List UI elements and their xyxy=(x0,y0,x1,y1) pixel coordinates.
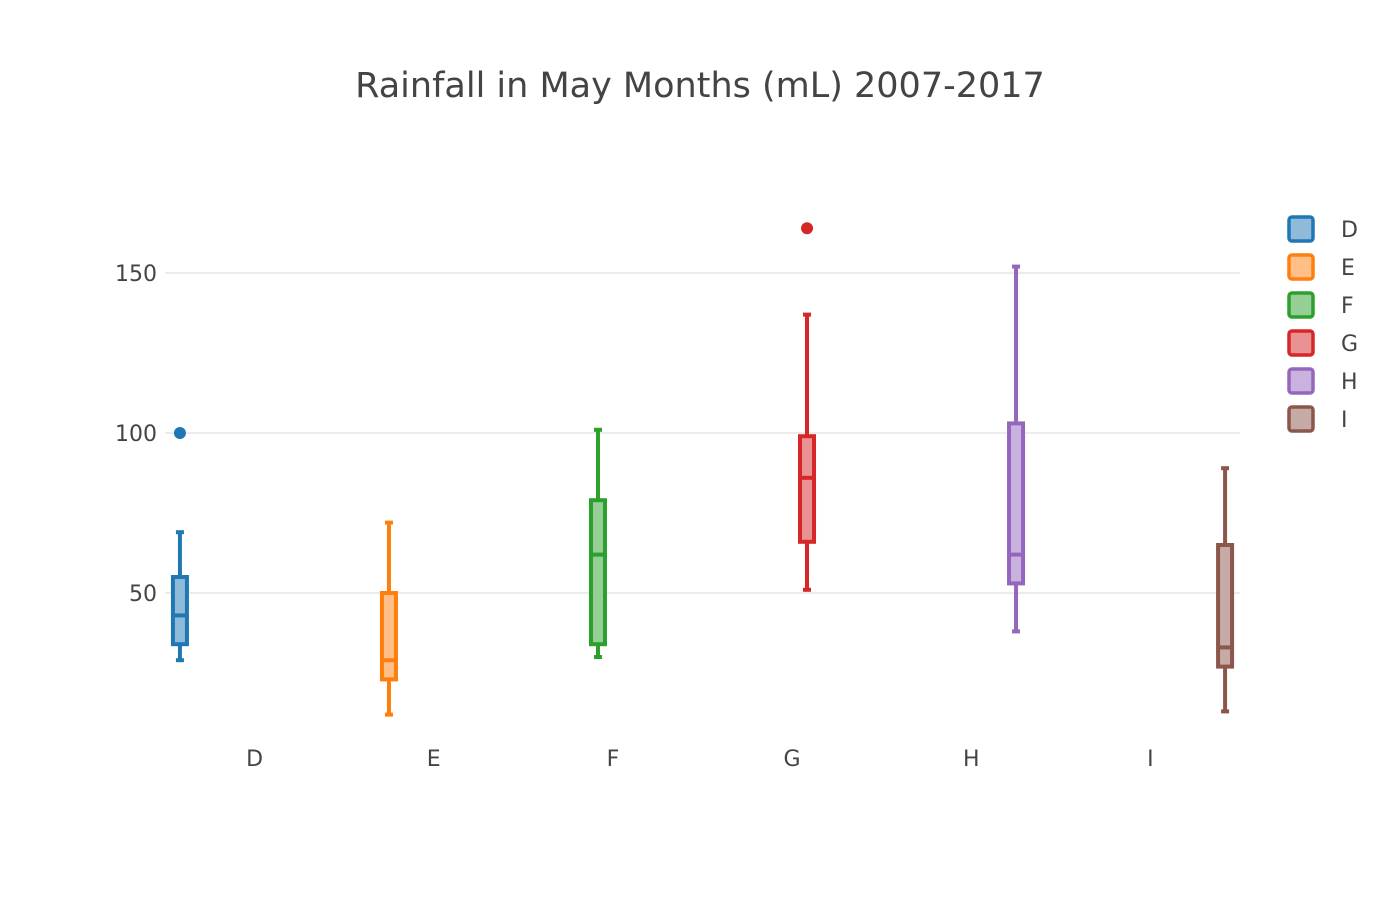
legend-label: F xyxy=(1341,294,1354,319)
box-G[interactable] xyxy=(798,222,817,592)
box-series[interactable] xyxy=(170,222,1235,717)
legend-label: I xyxy=(1341,408,1348,433)
legend-item-H[interactable]: H xyxy=(1287,367,1358,395)
legend-swatch xyxy=(1287,405,1315,433)
box-D[interactable] xyxy=(170,427,189,663)
x-tick-label: I xyxy=(1147,747,1154,772)
legend-item-E[interactable]: E xyxy=(1287,253,1355,281)
y-tick-label: 100 xyxy=(115,422,157,447)
box-I[interactable] xyxy=(1216,466,1235,714)
legend-label: E xyxy=(1341,256,1355,281)
x-axis: D E F G H I xyxy=(246,747,1154,772)
legend-item-D[interactable]: D xyxy=(1287,215,1358,243)
box-F[interactable] xyxy=(588,427,607,659)
box-E[interactable] xyxy=(379,520,398,717)
box-body[interactable] xyxy=(1216,543,1235,669)
box-H[interactable] xyxy=(1007,264,1026,634)
x-tick-label: E xyxy=(427,747,441,772)
legend-swatch xyxy=(1287,367,1315,395)
x-tick-label: F xyxy=(607,747,620,772)
legend-swatch xyxy=(1287,215,1315,243)
box-body[interactable] xyxy=(1007,421,1026,586)
y-axis: 50 100 150 xyxy=(115,262,157,607)
grid-lines xyxy=(165,272,1240,594)
box-body[interactable] xyxy=(379,591,398,682)
legend-label: G xyxy=(1341,332,1358,357)
x-tick-label: G xyxy=(784,747,801,772)
legend-label: H xyxy=(1341,370,1358,395)
outlier-point[interactable] xyxy=(801,222,814,235)
legend-swatch xyxy=(1287,291,1315,319)
x-tick-label: D xyxy=(246,747,263,772)
legend-swatch xyxy=(1287,329,1315,357)
chart-title: Rainfall in May Months (mL) 2007-2017 xyxy=(355,66,1045,106)
y-tick-label: 50 xyxy=(129,582,157,607)
y-tick-label: 150 xyxy=(115,262,157,287)
legend-swatch xyxy=(1287,253,1315,281)
outlier-point[interactable] xyxy=(173,427,186,439)
legend-label: D xyxy=(1341,218,1358,243)
box-body[interactable] xyxy=(588,498,607,647)
legend-item-G[interactable]: G xyxy=(1287,329,1358,357)
x-tick-label: H xyxy=(963,747,980,772)
box-body[interactable] xyxy=(170,575,189,647)
box-body[interactable] xyxy=(798,434,817,544)
legend-item-I[interactable]: I xyxy=(1287,405,1348,433)
legend-item-F[interactable]: F xyxy=(1287,291,1354,319)
